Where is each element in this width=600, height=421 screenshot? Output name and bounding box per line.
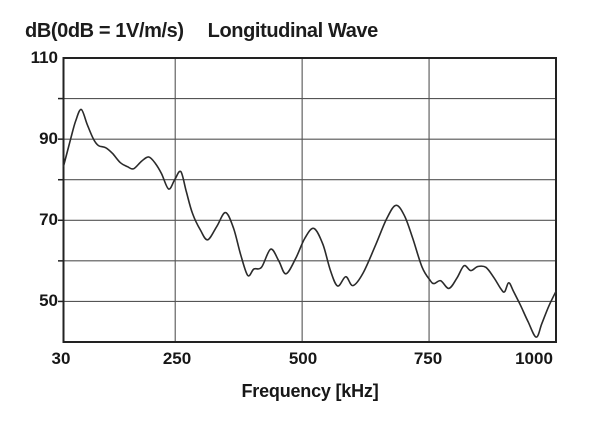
y-tick-label-90: 90 [39, 129, 58, 148]
x-axis-title: Frequency [kHz] [241, 381, 379, 401]
y-axis-caption: dB(0dB = 1V/m/s) [25, 20, 184, 42]
y-tick-label-50: 50 [39, 291, 58, 310]
grid-lines [63, 58, 556, 342]
response-curve [62, 108, 557, 338]
plot-title: Longitudinal Wave [207, 20, 379, 42]
plot-border [62, 57, 557, 343]
y-tick-label-110: 110 [30, 48, 58, 67]
chart-header: dB(0dB = 1V/m/s) Longitudinal Wave [25, 20, 378, 43]
x-tick-label-1000: 1000 [515, 349, 553, 368]
y-tick-label-70: 70 [39, 210, 58, 229]
x-tick-label-250: 250 [162, 349, 192, 368]
x-tick-label-30: 30 [51, 349, 71, 368]
x-tick-label-750: 750 [413, 349, 443, 368]
x-tick-label-500: 500 [288, 349, 318, 368]
